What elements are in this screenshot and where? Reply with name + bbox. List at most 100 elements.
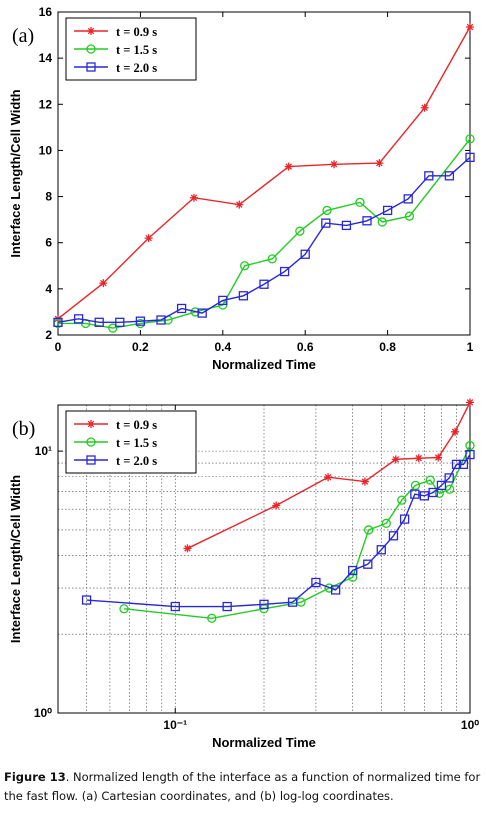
data-point-3 bbox=[189, 193, 198, 202]
series-line bbox=[57, 156, 471, 324]
data-point-3 bbox=[360, 477, 369, 486]
data-point-9 bbox=[238, 291, 249, 301]
data-point-7 bbox=[197, 308, 207, 318]
panel-label: (b) bbox=[12, 418, 35, 440]
data-point-2 bbox=[94, 317, 104, 327]
data-point-9 bbox=[295, 226, 305, 236]
legend-label: t = 2.0 s bbox=[116, 61, 157, 75]
data-point-8 bbox=[420, 103, 429, 112]
y-tick-label: 6 bbox=[45, 236, 52, 250]
data-point-15 bbox=[362, 216, 372, 226]
data-point-9 bbox=[376, 545, 386, 555]
series-3 bbox=[53, 152, 475, 327]
data-point-20 bbox=[465, 152, 475, 163]
caption-text: . Normalized length of the interface as … bbox=[4, 770, 481, 803]
data-point-19 bbox=[444, 171, 455, 181]
data-point-1 bbox=[207, 613, 217, 623]
data-point-5 bbox=[284, 162, 293, 171]
data-point-7 bbox=[451, 427, 460, 436]
x-tick-label: 10⁻¹ bbox=[163, 718, 187, 732]
data-point-1 bbox=[73, 314, 84, 324]
data-point-6 bbox=[363, 525, 374, 535]
y-tick-label: 10⁰ bbox=[34, 706, 52, 720]
series-line bbox=[57, 26, 471, 320]
data-point-legend-2 bbox=[86, 62, 96, 72]
panel-label: (a) bbox=[12, 25, 34, 47]
y-tick-label: 10 bbox=[39, 143, 53, 157]
y-tick-label: 16 bbox=[39, 5, 53, 19]
legend-label: t = 1.5 s bbox=[116, 43, 157, 57]
caption-label: Figure 13 bbox=[4, 770, 66, 784]
legend-label: t = 0.9 s bbox=[116, 25, 157, 39]
data-point-13 bbox=[404, 211, 415, 221]
data-point-0 bbox=[183, 544, 192, 553]
data-point-13 bbox=[465, 440, 475, 451]
data-point-6 bbox=[434, 453, 443, 462]
data-point-14 bbox=[465, 134, 475, 144]
series-3 bbox=[81, 449, 475, 612]
data-point-17 bbox=[403, 194, 413, 204]
x-tick-label: 0.4 bbox=[214, 340, 231, 354]
data-point-11 bbox=[355, 197, 365, 207]
data-point-12 bbox=[377, 217, 387, 227]
axes-frame bbox=[57, 404, 471, 714]
data-point-5 bbox=[311, 577, 321, 588]
data-point-16 bbox=[444, 473, 454, 483]
data-point-1 bbox=[170, 601, 180, 612]
data-point-8 bbox=[363, 559, 373, 569]
data-point-6 bbox=[330, 585, 341, 595]
x-axis-label: Normalized Time bbox=[212, 735, 316, 750]
data-point-6 bbox=[330, 160, 339, 169]
data-point-7 bbox=[381, 518, 391, 528]
data-point-7 bbox=[239, 261, 250, 271]
data-point-1 bbox=[272, 501, 281, 510]
data-point-4 bbox=[391, 455, 400, 464]
data-point-7 bbox=[375, 159, 384, 168]
data-point-legend-2 bbox=[86, 455, 96, 465]
grid-lines bbox=[57, 405, 471, 714]
data-point-9 bbox=[410, 480, 421, 491]
y-tick-label: 14 bbox=[39, 51, 53, 65]
legend-label: t = 2.0 s bbox=[116, 454, 157, 468]
data-point-legend-1 bbox=[86, 437, 96, 447]
x-tick-label: 10⁰ bbox=[461, 718, 479, 732]
y-tick-label: 4 bbox=[45, 282, 52, 296]
data-point-7 bbox=[348, 565, 358, 576]
data-point-0 bbox=[119, 604, 129, 614]
data-point-5 bbox=[414, 454, 423, 463]
axis-ticks: 10⁻¹ 10⁰ 10⁰ 10¹ bbox=[34, 405, 479, 732]
data-point-4 bbox=[287, 597, 298, 607]
data-point-15 bbox=[436, 480, 447, 491]
data-point-3 bbox=[115, 317, 125, 327]
data-point-5 bbox=[156, 315, 166, 325]
legend-label: t = 0.9 s bbox=[116, 418, 157, 432]
data-point-18 bbox=[424, 171, 434, 181]
series-2 bbox=[53, 134, 475, 333]
data-point-5 bbox=[348, 572, 358, 582]
data-point-9 bbox=[466, 22, 474, 31]
data-point-0 bbox=[53, 317, 63, 327]
series-line bbox=[58, 138, 471, 329]
legend: t = 0.9 s t = 1.5 s t = 2.0 s bbox=[65, 410, 197, 474]
data-point-2 bbox=[222, 601, 232, 612]
data-point-4 bbox=[324, 583, 334, 593]
data-point-8 bbox=[267, 254, 277, 264]
data-point-2 bbox=[108, 323, 118, 333]
data-point-16 bbox=[382, 205, 393, 216]
data-point-12 bbox=[410, 489, 420, 499]
data-point-10 bbox=[388, 531, 399, 541]
data-point-11 bbox=[399, 514, 410, 524]
x-axis-label: Normalized Time bbox=[212, 357, 316, 372]
data-point-4 bbox=[135, 316, 146, 326]
data-point-1 bbox=[99, 279, 108, 288]
y-tick-label: 12 bbox=[39, 97, 53, 111]
y-tick-label: 10¹ bbox=[35, 444, 52, 458]
y-tick-label: 2 bbox=[45, 328, 52, 342]
legend-label: t = 1.5 s bbox=[116, 436, 157, 450]
y-axis-label: Interface Length/Cell Width bbox=[8, 89, 23, 257]
data-point-14 bbox=[428, 487, 438, 498]
data-point-11 bbox=[279, 266, 290, 277]
